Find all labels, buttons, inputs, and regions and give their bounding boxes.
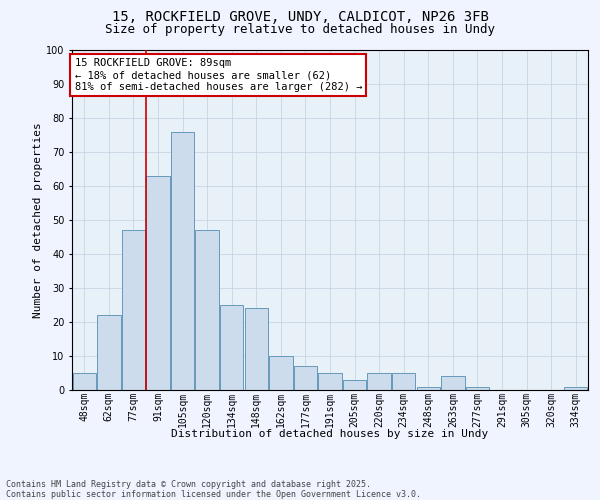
Bar [294, 366, 317, 390]
Bar [146, 176, 170, 390]
Bar [269, 356, 293, 390]
Bar [245, 308, 268, 390]
Bar [122, 230, 145, 390]
Bar [97, 315, 121, 390]
X-axis label: Distribution of detached houses by size in Undy: Distribution of detached houses by size … [172, 430, 488, 440]
Bar [196, 230, 219, 390]
Bar [343, 380, 366, 390]
Bar [466, 386, 489, 390]
Bar [319, 373, 341, 390]
Text: 15 ROCKFIELD GROVE: 89sqm
← 18% of detached houses are smaller (62)
81% of semi-: 15 ROCKFIELD GROVE: 89sqm ← 18% of detac… [74, 58, 362, 92]
Text: 15, ROCKFIELD GROVE, UNDY, CALDICOT, NP26 3FB: 15, ROCKFIELD GROVE, UNDY, CALDICOT, NP2… [112, 10, 488, 24]
Bar [392, 373, 415, 390]
Bar [171, 132, 194, 390]
Y-axis label: Number of detached properties: Number of detached properties [33, 122, 43, 318]
Text: Contains HM Land Registry data © Crown copyright and database right 2025.
Contai: Contains HM Land Registry data © Crown c… [6, 480, 421, 499]
Bar [441, 376, 464, 390]
Bar [220, 305, 244, 390]
Bar [564, 386, 587, 390]
Bar [367, 373, 391, 390]
Text: Size of property relative to detached houses in Undy: Size of property relative to detached ho… [105, 22, 495, 36]
Bar [73, 373, 96, 390]
Bar [416, 386, 440, 390]
